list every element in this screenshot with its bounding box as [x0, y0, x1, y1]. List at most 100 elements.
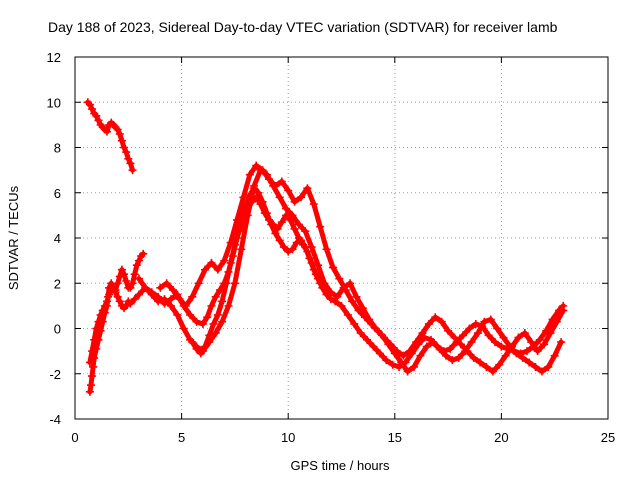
- data-point: [162, 279, 171, 288]
- data-point: [360, 313, 369, 322]
- data-point: [115, 272, 124, 281]
- data-point: [352, 292, 361, 301]
- data-point: [399, 351, 408, 360]
- data-point: [537, 367, 546, 376]
- data-point: [117, 136, 126, 145]
- data-point: [429, 338, 438, 347]
- y-tick-label: 2: [54, 276, 61, 291]
- data-point: [188, 292, 197, 301]
- data-point: [491, 338, 500, 347]
- data-point: [113, 125, 122, 134]
- data-point: [322, 290, 331, 299]
- data-point: [209, 319, 218, 328]
- data-point: [284, 186, 293, 195]
- axis-ticks: 0 5 10 15 20 25 -4 -2 0 2 4 6 8 10 12: [47, 50, 616, 445]
- data-point: [405, 347, 414, 356]
- data-point: [88, 372, 97, 381]
- y-tick-label: -4: [49, 412, 61, 427]
- data-point: [188, 338, 197, 347]
- data-point: [290, 197, 299, 206]
- data-point: [288, 245, 297, 254]
- data-point: [173, 310, 182, 319]
- data-point: [102, 127, 111, 136]
- data-point: [284, 247, 293, 256]
- y-tick-label: 10: [47, 95, 61, 110]
- y-tick-label: 0: [54, 322, 61, 337]
- data-point: [124, 154, 133, 163]
- data-point: [333, 292, 342, 301]
- x-tick-label: 10: [281, 430, 295, 445]
- data-point: [335, 274, 344, 283]
- data-point: [341, 286, 350, 295]
- data-point: [546, 329, 555, 338]
- data-point: [126, 283, 135, 292]
- data-point: [122, 276, 131, 285]
- data-point: [542, 326, 551, 335]
- data-point: [424, 319, 433, 328]
- data-point: [535, 335, 544, 344]
- data-point: [271, 181, 280, 190]
- data-point: [205, 331, 214, 340]
- data-point: [450, 333, 459, 342]
- data-point: [260, 209, 269, 218]
- data-point: [463, 347, 472, 356]
- data-point: [367, 319, 376, 328]
- data-point: [294, 234, 303, 242]
- y-tick-label: 4: [54, 231, 61, 246]
- data-point: [130, 295, 139, 304]
- data-point: [322, 245, 331, 254]
- x-tick-label: 5: [178, 430, 185, 445]
- data-point: [230, 279, 239, 288]
- data-point: [482, 362, 491, 371]
- data-point: [459, 331, 468, 340]
- data-point: [540, 340, 549, 349]
- data-point: [444, 326, 453, 335]
- data-point: [115, 129, 124, 138]
- data-point: [550, 351, 559, 360]
- data-point: [273, 224, 282, 233]
- data-point: [271, 229, 280, 238]
- data-point: [303, 247, 312, 256]
- data-point: [275, 193, 284, 202]
- data-point: [226, 258, 235, 267]
- data-point: [328, 263, 337, 272]
- data-point: [350, 319, 359, 328]
- x-tick-label: 0: [71, 430, 78, 445]
- data-point: [94, 116, 103, 125]
- data-point: [527, 338, 536, 347]
- data-point: [307, 243, 316, 252]
- series-track-b: [83, 98, 137, 175]
- data-point: [88, 105, 97, 114]
- data-point: [211, 329, 220, 338]
- data-point: [326, 295, 335, 304]
- data-point: [235, 227, 244, 236]
- data-point: [115, 297, 124, 306]
- data-point: [373, 326, 382, 335]
- x-tick-label: 25: [601, 430, 615, 445]
- data-point: [86, 381, 95, 390]
- data-point: [303, 184, 312, 193]
- data-point: [218, 317, 227, 326]
- data-point: [412, 338, 421, 347]
- data-point: [156, 283, 165, 292]
- x-axis-label: GPS time / hours: [291, 458, 390, 473]
- series-line: [85, 99, 136, 173]
- x-tick-label: 15: [388, 430, 402, 445]
- data-point: [196, 349, 205, 358]
- x-tick-label: 20: [494, 430, 508, 445]
- data-point: [467, 338, 476, 347]
- data-point: [279, 243, 288, 252]
- data-point: [552, 317, 561, 326]
- data-point: [128, 279, 137, 288]
- data-point: [363, 335, 372, 344]
- data-point: [213, 265, 222, 274]
- data-point: [207, 258, 216, 267]
- data-point: [403, 367, 412, 376]
- data-point: [286, 215, 295, 224]
- data-point: [346, 279, 355, 288]
- data-point: [265, 215, 274, 224]
- data-point: [499, 333, 508, 342]
- data-point: [544, 362, 553, 371]
- data-point: [89, 362, 98, 371]
- data-point: [247, 197, 256, 206]
